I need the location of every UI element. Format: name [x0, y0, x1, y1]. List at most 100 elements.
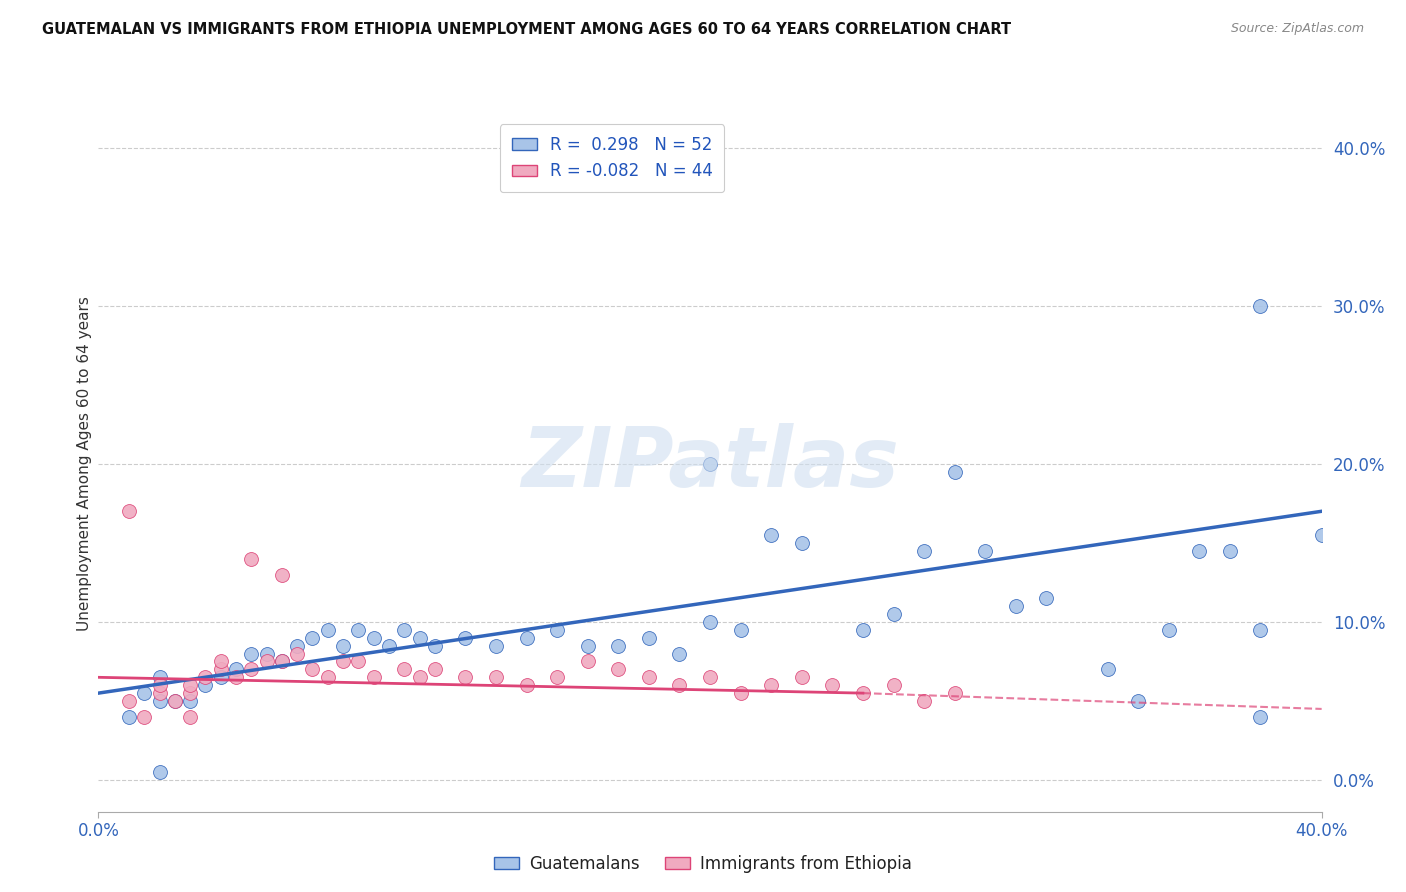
Point	[316, 670, 339, 684]
Point	[163, 694, 186, 708]
Point	[699, 457, 721, 471]
Point	[316, 623, 339, 637]
Point	[134, 710, 156, 724]
Point	[118, 694, 141, 708]
Point	[943, 465, 966, 479]
Point	[852, 686, 875, 700]
Point	[1310, 528, 1333, 542]
Point	[392, 623, 416, 637]
Point	[332, 639, 354, 653]
Point	[883, 678, 905, 692]
Point	[149, 694, 172, 708]
Point	[118, 504, 141, 518]
Point	[270, 655, 294, 669]
Point	[301, 662, 323, 676]
Point	[423, 662, 446, 676]
Point	[730, 623, 752, 637]
Point	[1157, 623, 1180, 637]
Point	[912, 543, 935, 558]
Point	[392, 662, 416, 676]
Point	[270, 655, 294, 669]
Point	[301, 631, 323, 645]
Point	[256, 655, 278, 669]
Text: ZIPatlas: ZIPatlas	[522, 424, 898, 504]
Point	[332, 655, 354, 669]
Point	[637, 631, 661, 645]
Point	[761, 678, 783, 692]
Point	[761, 528, 783, 542]
Point	[485, 639, 508, 653]
Point	[454, 670, 477, 684]
Point	[1250, 623, 1272, 637]
Point	[134, 686, 156, 700]
Point	[1097, 662, 1119, 676]
Point	[378, 639, 401, 653]
Point	[149, 670, 172, 684]
Point	[179, 678, 201, 692]
Point	[285, 639, 308, 653]
Point	[408, 670, 430, 684]
Point	[730, 686, 752, 700]
Point	[423, 639, 446, 653]
Point	[149, 686, 172, 700]
Point	[163, 694, 186, 708]
Point	[179, 710, 201, 724]
Text: Source: ZipAtlas.com: Source: ZipAtlas.com	[1230, 22, 1364, 36]
Point	[699, 615, 721, 629]
Point	[699, 670, 721, 684]
Point	[240, 647, 263, 661]
Point	[179, 694, 201, 708]
Point	[607, 662, 630, 676]
Point	[821, 678, 844, 692]
Point	[256, 647, 278, 661]
Point	[363, 631, 385, 645]
Point	[1219, 543, 1241, 558]
Point	[790, 536, 813, 550]
Point	[347, 623, 370, 637]
Y-axis label: Unemployment Among Ages 60 to 64 years: Unemployment Among Ages 60 to 64 years	[77, 296, 91, 632]
Point	[790, 670, 813, 684]
Point	[668, 678, 690, 692]
Point	[516, 678, 538, 692]
Point	[209, 655, 232, 669]
Point	[1035, 591, 1057, 606]
Point	[1250, 299, 1272, 313]
Point	[943, 686, 966, 700]
Point	[485, 670, 508, 684]
Point	[516, 631, 538, 645]
Point	[1250, 710, 1272, 724]
Point	[912, 694, 935, 708]
Point	[546, 623, 568, 637]
Legend: R =  0.298   N = 52, R = -0.082   N = 44: R = 0.298 N = 52, R = -0.082 N = 44	[501, 124, 724, 192]
Point	[363, 670, 385, 684]
Legend: Guatemalans, Immigrants from Ethiopia: Guatemalans, Immigrants from Ethiopia	[488, 848, 918, 880]
Text: GUATEMALAN VS IMMIGRANTS FROM ETHIOPIA UNEMPLOYMENT AMONG AGES 60 TO 64 YEARS CO: GUATEMALAN VS IMMIGRANTS FROM ETHIOPIA U…	[42, 22, 1011, 37]
Point	[637, 670, 661, 684]
Point	[194, 678, 217, 692]
Point	[225, 670, 247, 684]
Point	[852, 623, 875, 637]
Point	[209, 670, 232, 684]
Point	[347, 655, 370, 669]
Point	[149, 678, 172, 692]
Point	[883, 607, 905, 621]
Point	[546, 670, 568, 684]
Point	[179, 686, 201, 700]
Point	[240, 662, 263, 676]
Point	[1128, 694, 1150, 708]
Point	[668, 647, 690, 661]
Point	[576, 655, 599, 669]
Point	[454, 631, 477, 645]
Point	[149, 765, 172, 780]
Point	[1188, 543, 1211, 558]
Point	[194, 670, 217, 684]
Point	[576, 639, 599, 653]
Point	[1004, 599, 1026, 614]
Point	[974, 543, 997, 558]
Point	[209, 662, 232, 676]
Point	[270, 567, 294, 582]
Point	[607, 639, 630, 653]
Point	[408, 631, 430, 645]
Point	[225, 662, 247, 676]
Point	[285, 647, 308, 661]
